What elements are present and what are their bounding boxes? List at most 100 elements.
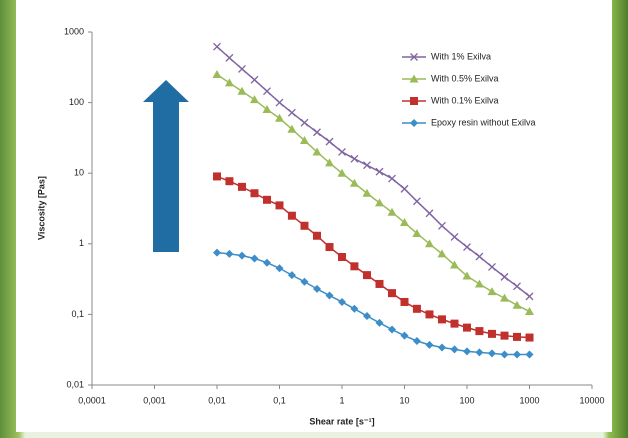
data-point	[313, 128, 321, 137]
increase-arrow	[143, 80, 189, 252]
data-point	[388, 325, 397, 334]
data-point	[412, 336, 421, 345]
data-point	[425, 310, 434, 319]
data-point	[238, 64, 246, 73]
data-point	[300, 221, 309, 230]
data-point	[300, 118, 309, 127]
y-tick-label: 1000	[64, 26, 84, 36]
data-point	[487, 287, 497, 296]
data-point	[450, 232, 459, 241]
data-point	[463, 347, 471, 356]
data-point	[362, 271, 371, 280]
data-point	[338, 147, 346, 156]
data-point	[275, 201, 284, 210]
data-point	[263, 195, 272, 204]
data-point	[400, 331, 409, 340]
x-axis-title: Shear rate [s⁻¹]	[309, 416, 374, 426]
data-point	[425, 340, 434, 349]
data-point	[463, 323, 471, 332]
data-point	[424, 239, 434, 248]
data-point	[450, 345, 459, 354]
data-point	[250, 254, 259, 263]
data-point	[512, 300, 522, 309]
data-point	[375, 279, 384, 288]
data-point	[325, 291, 334, 300]
x-tick-label: 1	[339, 395, 344, 405]
data-point	[475, 348, 484, 357]
y-tick-label: 10	[74, 168, 84, 178]
data-point	[225, 53, 234, 62]
legend-marker	[410, 53, 418, 61]
data-point	[287, 108, 296, 117]
data-point	[338, 297, 346, 306]
data-point	[462, 271, 472, 280]
legend-label: Epoxy resin without Exilva	[431, 117, 536, 127]
data-point	[275, 113, 284, 122]
data-point	[412, 228, 422, 237]
data-point	[525, 292, 534, 301]
data-point	[412, 304, 421, 313]
data-point	[450, 319, 459, 328]
data-point	[500, 350, 509, 359]
data-point	[388, 174, 396, 183]
data-point	[513, 350, 522, 359]
data-point	[262, 104, 272, 113]
data-point	[213, 172, 221, 181]
data-point	[375, 318, 384, 327]
data-point	[325, 158, 335, 167]
data-point	[525, 306, 534, 315]
x-tick-label: 0,01	[208, 395, 226, 405]
data-point	[349, 178, 359, 187]
y-tick-label: 0,1	[71, 309, 84, 319]
data-point	[500, 331, 509, 340]
data-point	[237, 86, 247, 95]
chart-panel	[16, 0, 612, 432]
x-tick-label: 0,0001	[78, 395, 106, 405]
data-point	[350, 154, 359, 163]
data-point	[475, 327, 484, 336]
data-point	[437, 315, 446, 324]
data-point	[287, 211, 296, 220]
data-point	[412, 197, 421, 206]
data-point	[375, 167, 384, 176]
data-point	[400, 218, 409, 227]
data-point	[463, 243, 471, 251]
data-point	[474, 279, 484, 288]
data-point	[250, 75, 259, 84]
data-point	[338, 253, 346, 262]
data-point	[213, 248, 221, 257]
data-point	[325, 137, 334, 146]
y-axis-title: Viscosity [Pas]	[36, 176, 46, 240]
x-tick-label: 1000	[519, 395, 539, 405]
x-tick-label: 10000	[579, 395, 604, 405]
data-point	[237, 182, 246, 191]
data-point	[263, 258, 272, 267]
y-tick-label: 0,01	[66, 379, 84, 389]
data-point	[237, 251, 246, 260]
data-point	[487, 329, 496, 338]
data-point	[325, 243, 334, 252]
legend-marker	[410, 119, 418, 127]
x-tick-label: 10	[399, 395, 409, 405]
data-point	[287, 271, 296, 280]
data-point	[362, 311, 371, 320]
data-point	[249, 95, 259, 104]
data-point	[312, 284, 321, 293]
data-point	[213, 42, 221, 51]
data-point	[387, 207, 397, 216]
data-point	[499, 293, 509, 302]
legend-marker	[410, 97, 418, 105]
data-point	[437, 343, 446, 352]
data-point	[299, 136, 309, 145]
data-point	[225, 249, 234, 258]
y-tick-label: 1	[79, 238, 84, 248]
y-tick-label: 100	[69, 97, 84, 107]
data-point	[388, 289, 397, 298]
data-point	[250, 189, 259, 198]
data-point	[275, 264, 284, 273]
data-point	[525, 350, 534, 359]
data-point	[275, 98, 284, 107]
data-point	[438, 221, 446, 230]
data-point	[450, 260, 460, 269]
